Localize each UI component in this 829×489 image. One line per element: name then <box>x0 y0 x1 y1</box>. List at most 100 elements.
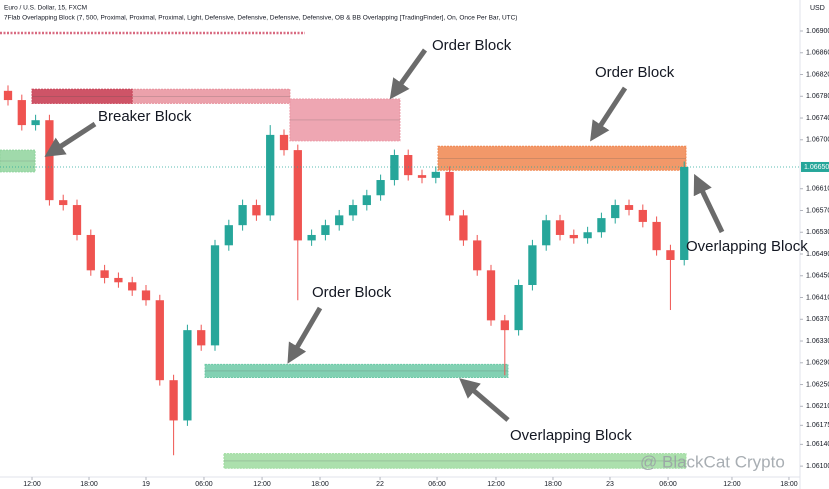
arrow <box>590 86 628 142</box>
candle-body <box>224 225 233 246</box>
candle-body <box>680 166 689 260</box>
current-price-label: 1.06650 <box>804 164 829 171</box>
annotation: Order Block <box>595 64 675 81</box>
candle-body <box>390 155 399 181</box>
candle-body <box>542 220 551 246</box>
zone <box>31 88 133 104</box>
candle-body <box>3 90 13 101</box>
candle-body <box>404 155 413 176</box>
candle-body <box>528 245 537 286</box>
y-tick-label: 1.06450 <box>806 273 829 280</box>
candle-body <box>17 100 26 126</box>
candle-body <box>583 232 592 239</box>
zone <box>223 453 687 469</box>
candle-body <box>100 270 109 278</box>
y-tick-label: 1.06820 <box>806 71 829 78</box>
arrow <box>459 378 510 422</box>
candle-body <box>293 150 302 241</box>
candle-body <box>652 221 661 251</box>
candle-body <box>183 330 192 421</box>
annotation: Order Block <box>312 284 392 301</box>
header: Euro / U.S. Dollar, 15, FXCM <box>4 5 87 12</box>
candle-body <box>597 218 606 233</box>
y-tick-label: 1.06250 <box>806 381 829 388</box>
x-tick-label: 18:00 <box>311 481 329 488</box>
y-tick-label: 1.06410 <box>806 294 829 301</box>
y-tick-label: 1.06175 <box>806 422 829 429</box>
candle-body <box>59 200 68 206</box>
candle-body <box>514 285 523 331</box>
candle-body <box>45 120 54 201</box>
y-tick-label: 1.06610 <box>806 186 829 193</box>
candle-body <box>114 277 123 283</box>
x-tick-label: 18:00 <box>80 481 98 488</box>
annotation: Overlapping Block <box>686 238 808 255</box>
candle-body <box>128 282 137 291</box>
y-tick-label: 1.06140 <box>806 441 829 448</box>
candle-body <box>86 234 95 271</box>
candle-body <box>266 134 275 216</box>
y-tick-label: 1.06100 <box>806 463 829 470</box>
candle-body <box>445 171 454 216</box>
y-tick-label: 1.06780 <box>806 93 829 100</box>
candle-body <box>321 225 330 235</box>
zones <box>0 88 687 469</box>
x-tick-label: 23 <box>606 481 614 488</box>
y-tick-label: 1.06370 <box>806 316 829 323</box>
candle-body <box>141 290 151 301</box>
candle-body <box>238 205 247 226</box>
annotation: Breaker Block <box>98 108 192 125</box>
candle-body <box>611 205 620 219</box>
candle-body <box>624 205 634 210</box>
y-tick-label: 1.06290 <box>806 360 829 367</box>
candle-body <box>473 240 482 271</box>
x-tick-label: 06:00 <box>428 481 446 488</box>
y-tick-label: 1.06860 <box>806 50 829 57</box>
arrow <box>287 306 323 364</box>
x-tick-label: 12:00 <box>487 481 505 488</box>
y-tick-label: 1.06210 <box>806 403 829 410</box>
x-tick-label: 18:00 <box>780 481 798 488</box>
x-tick-label: 12:00 <box>723 481 741 488</box>
candle-body <box>486 270 496 321</box>
x-tick-label: 06:00 <box>659 481 677 488</box>
annotations: Order Block Order Block Breaker Block Or… <box>44 37 808 444</box>
candle-body <box>155 300 164 381</box>
candle-body <box>555 220 565 235</box>
x-tick-label: 18:00 <box>544 481 562 488</box>
y-tick-label: 1.06700 <box>806 137 829 144</box>
arrow <box>44 121 97 157</box>
y-tick-label: 1.06570 <box>806 207 829 214</box>
candle-body <box>431 171 440 178</box>
currency: USD <box>810 5 825 12</box>
current-price-badge <box>801 161 829 172</box>
x-tick-label: 19 <box>142 481 150 488</box>
arrow <box>389 48 428 100</box>
annotation: Order Block <box>432 37 512 54</box>
annotation: Overlapping Block <box>510 427 632 444</box>
candle-body <box>417 175 427 178</box>
arrow <box>693 173 725 234</box>
candle-body <box>376 180 385 196</box>
candle-body <box>348 205 358 216</box>
x-tick-label: 12:00 <box>23 481 41 488</box>
candle-body <box>569 234 578 239</box>
candle-body <box>638 209 647 222</box>
zone <box>0 149 36 173</box>
candle-body <box>279 134 289 151</box>
candle-body <box>72 205 82 235</box>
x-tick-label: 06:00 <box>195 481 213 488</box>
x-tick-label: 12:00 <box>253 481 271 488</box>
zone <box>204 363 509 378</box>
x-tick-label: 22 <box>376 481 384 488</box>
candle-body <box>252 205 261 216</box>
candle-body <box>666 250 675 260</box>
zone <box>289 98 401 142</box>
y-tick-label: 1.06490 <box>806 251 829 258</box>
y-tick-label: 1.06530 <box>806 229 829 236</box>
zone <box>437 145 687 171</box>
candle-body <box>500 320 509 331</box>
watermark: @ BlackCat Crypto <box>640 452 785 471</box>
